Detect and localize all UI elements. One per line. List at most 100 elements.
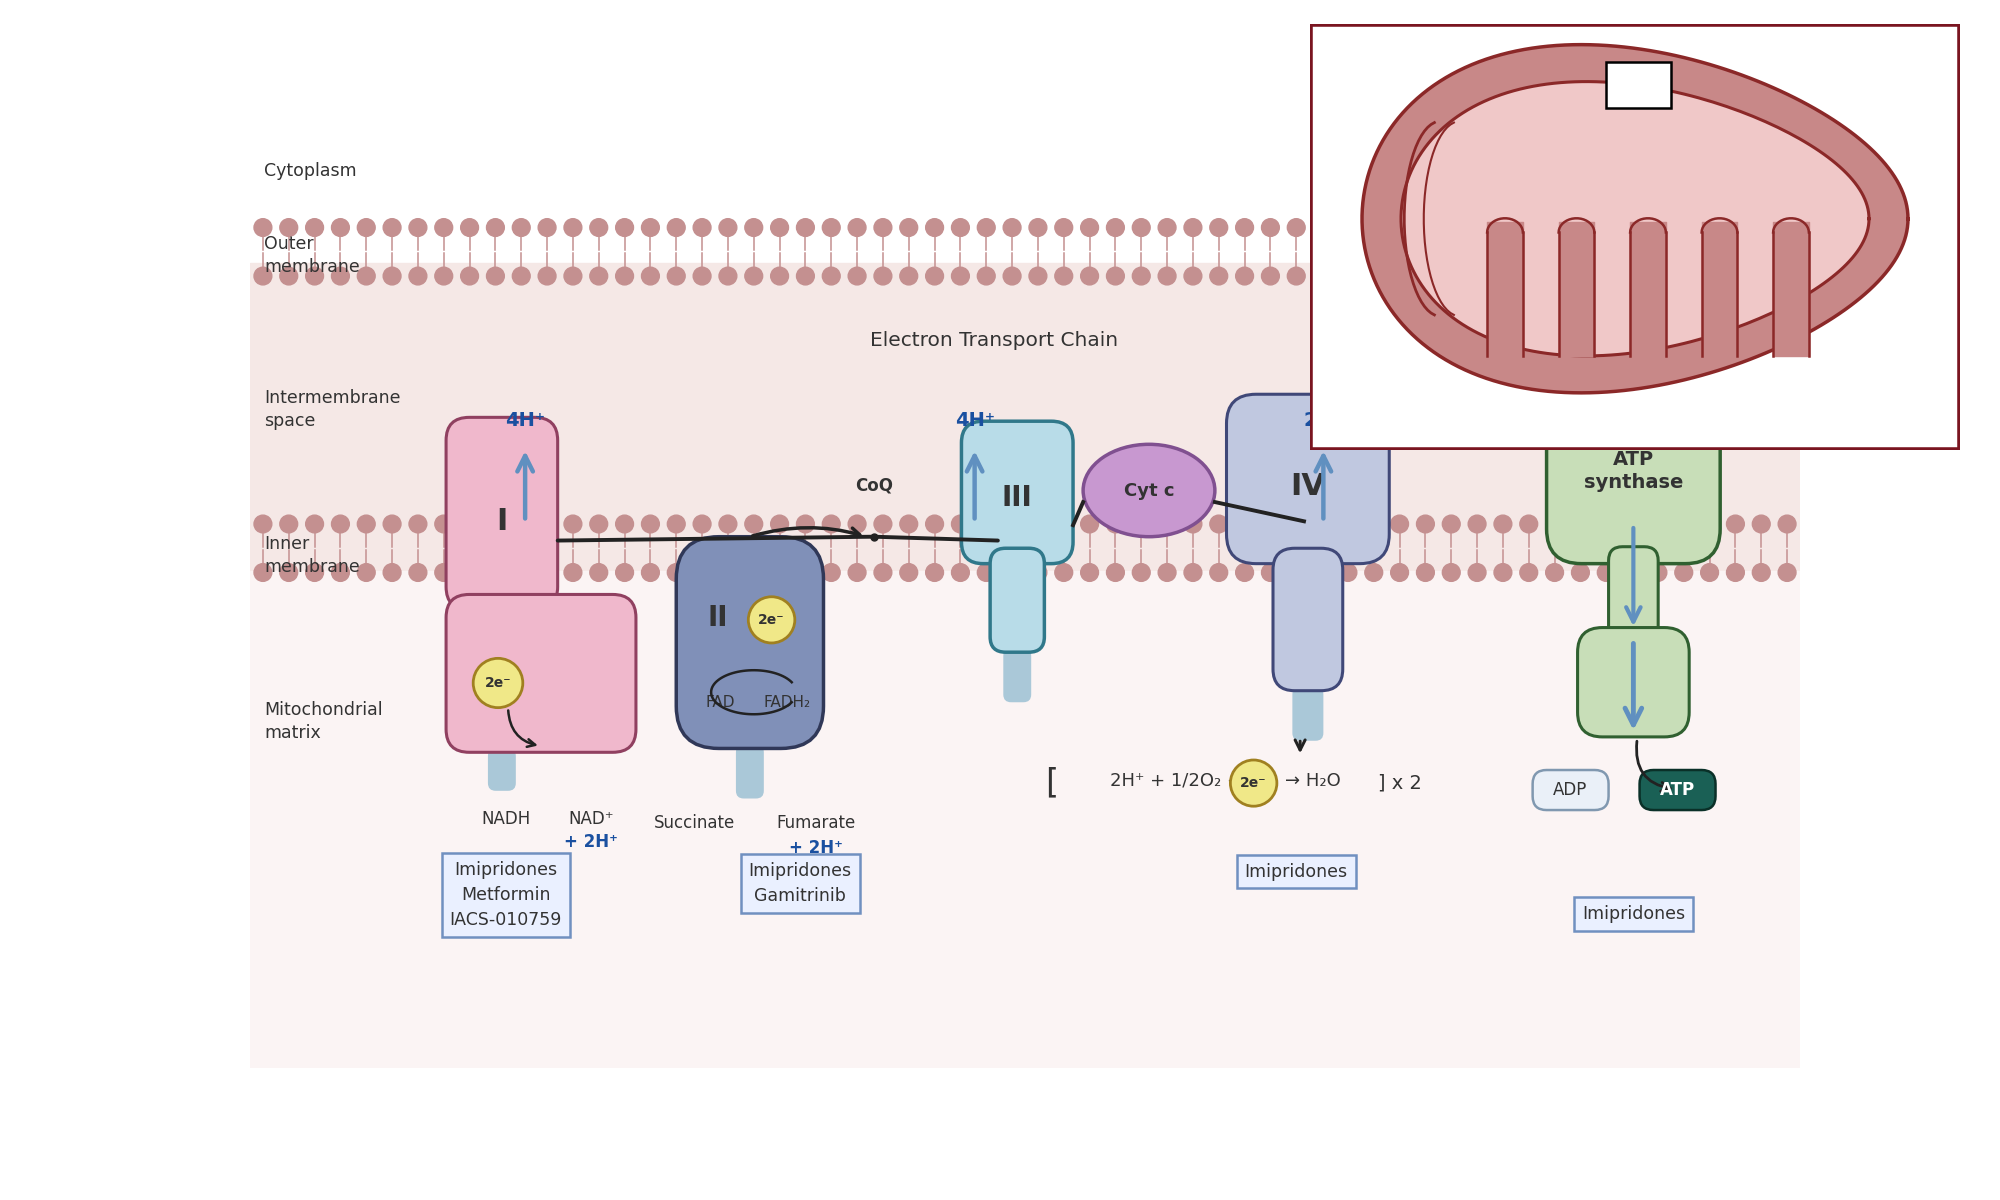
Circle shape — [1364, 564, 1382, 581]
Circle shape — [1390, 564, 1408, 581]
Text: NADH: NADH — [482, 810, 530, 828]
Circle shape — [384, 564, 400, 581]
Circle shape — [720, 218, 736, 236]
Circle shape — [1572, 564, 1590, 581]
Circle shape — [1184, 515, 1202, 533]
Circle shape — [1132, 564, 1150, 581]
Circle shape — [564, 268, 582, 284]
Circle shape — [384, 218, 400, 236]
Circle shape — [1598, 268, 1616, 284]
Circle shape — [332, 218, 350, 236]
Circle shape — [1624, 218, 1640, 236]
Circle shape — [358, 564, 376, 581]
Text: ATP: ATP — [1660, 781, 1696, 799]
Circle shape — [306, 218, 324, 236]
Circle shape — [1752, 218, 1770, 236]
Circle shape — [460, 268, 478, 284]
Circle shape — [952, 564, 970, 581]
Text: 4H⁺: 4H⁺ — [954, 412, 994, 431]
Circle shape — [1054, 218, 1072, 236]
Circle shape — [538, 218, 556, 236]
Circle shape — [642, 218, 660, 236]
Circle shape — [512, 268, 530, 284]
Circle shape — [1262, 515, 1280, 533]
Circle shape — [1416, 564, 1434, 581]
Circle shape — [1054, 268, 1072, 284]
Circle shape — [1674, 268, 1692, 284]
Circle shape — [1288, 564, 1306, 581]
Circle shape — [1184, 268, 1202, 284]
Text: [: [ — [1046, 767, 1058, 799]
Circle shape — [1546, 515, 1564, 533]
Circle shape — [796, 564, 814, 581]
Circle shape — [770, 268, 788, 284]
Text: Imipridones
Gamitrinib: Imipridones Gamitrinib — [748, 862, 852, 905]
Circle shape — [1030, 268, 1046, 284]
Circle shape — [694, 564, 710, 581]
Circle shape — [1236, 268, 1254, 284]
Circle shape — [384, 515, 400, 533]
Text: 4H⁺: 4H⁺ — [506, 412, 546, 431]
Circle shape — [642, 268, 660, 284]
Circle shape — [1520, 515, 1538, 533]
Circle shape — [1262, 564, 1280, 581]
FancyBboxPatch shape — [736, 744, 764, 798]
Circle shape — [1158, 268, 1176, 284]
Circle shape — [616, 268, 634, 284]
Circle shape — [744, 268, 762, 284]
Circle shape — [1752, 515, 1770, 533]
Circle shape — [1752, 268, 1770, 284]
Text: Fumarate: Fumarate — [776, 814, 856, 832]
Circle shape — [1236, 515, 1254, 533]
Circle shape — [410, 564, 426, 581]
Circle shape — [1054, 564, 1072, 581]
Circle shape — [1726, 218, 1744, 236]
Circle shape — [1442, 218, 1460, 236]
Circle shape — [1132, 218, 1150, 236]
FancyBboxPatch shape — [446, 418, 558, 610]
Circle shape — [1364, 515, 1382, 533]
Circle shape — [306, 268, 324, 284]
Text: II: II — [708, 604, 728, 631]
Circle shape — [434, 218, 452, 236]
Circle shape — [280, 268, 298, 284]
FancyBboxPatch shape — [962, 421, 1074, 564]
Circle shape — [254, 564, 272, 581]
Circle shape — [1598, 218, 1616, 236]
Circle shape — [1752, 564, 1770, 581]
Text: Cyt c: Cyt c — [1124, 481, 1174, 499]
Circle shape — [1468, 564, 1486, 581]
FancyBboxPatch shape — [1004, 648, 1032, 702]
Text: Electron Transport Chain: Electron Transport Chain — [870, 331, 1118, 350]
Circle shape — [512, 515, 530, 533]
Circle shape — [512, 218, 530, 236]
FancyBboxPatch shape — [1578, 628, 1690, 737]
Circle shape — [538, 268, 556, 284]
Text: ADP: ADP — [1552, 781, 1588, 799]
FancyBboxPatch shape — [488, 749, 516, 791]
Circle shape — [952, 515, 970, 533]
Circle shape — [332, 564, 350, 581]
Circle shape — [1700, 515, 1718, 533]
Circle shape — [822, 515, 840, 533]
Text: CoQ: CoQ — [854, 476, 892, 494]
Ellipse shape — [1084, 444, 1214, 536]
Bar — [1606, 62, 1670, 108]
Circle shape — [1778, 515, 1796, 533]
Circle shape — [590, 268, 608, 284]
Circle shape — [358, 218, 376, 236]
Circle shape — [642, 564, 660, 581]
Circle shape — [1624, 268, 1640, 284]
Circle shape — [1210, 564, 1228, 581]
Circle shape — [1572, 515, 1590, 533]
Circle shape — [434, 268, 452, 284]
Circle shape — [1210, 515, 1228, 533]
Circle shape — [460, 515, 478, 533]
Circle shape — [1700, 268, 1718, 284]
Circle shape — [1106, 218, 1124, 236]
Polygon shape — [1362, 44, 1908, 392]
Circle shape — [564, 515, 582, 533]
Text: 2H⁺: 2H⁺ — [1304, 412, 1344, 431]
Circle shape — [1364, 218, 1382, 236]
Circle shape — [1624, 564, 1640, 581]
